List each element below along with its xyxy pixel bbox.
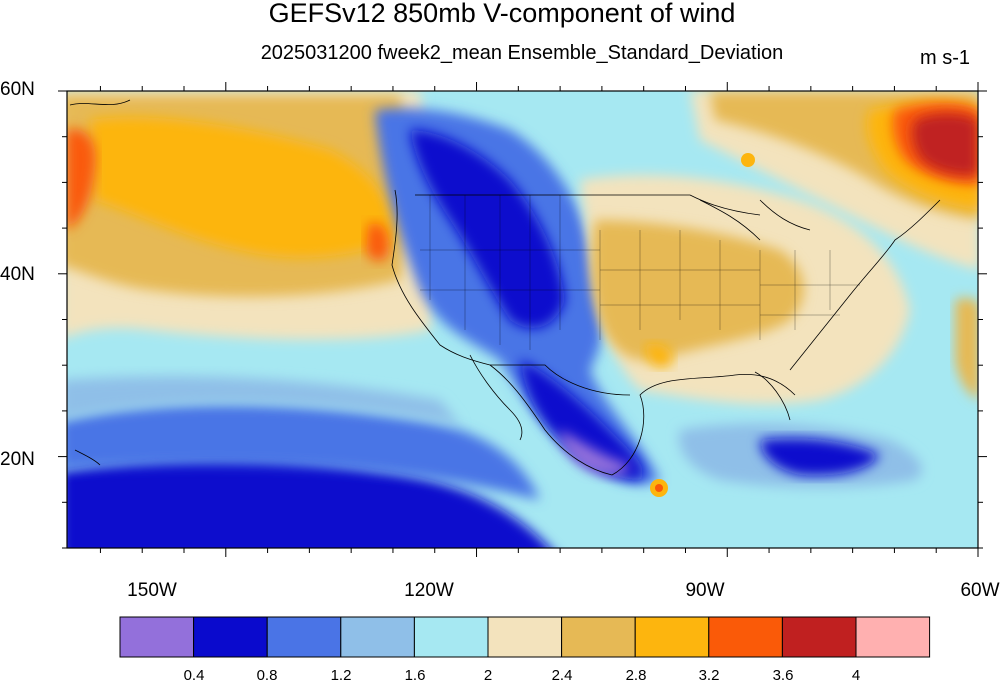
baja-coast <box>469 354 523 441</box>
field-pacific-orange <box>90 117 395 258</box>
field-caribbean-dark-blue <box>760 438 880 476</box>
field-baja-purple <box>560 430 630 476</box>
units-label: m s-1 <box>920 47 970 69</box>
us-canada-border <box>415 194 761 216</box>
colorbar-swatch <box>708 616 783 658</box>
colorbar-swatch <box>119 616 195 658</box>
state-borders <box>420 195 860 350</box>
colorbar-label: 3.6 <box>772 667 794 684</box>
gulf-coast <box>611 374 796 476</box>
hawaii <box>74 449 101 466</box>
chart-title: GEFSv12 850mb V-component of wind <box>268 0 736 28</box>
field-atlantic-gold <box>955 298 978 399</box>
field-central-gold <box>591 220 804 361</box>
colorbar-label: 4 <box>851 667 861 684</box>
alaska-coast <box>69 99 131 106</box>
colorbar-swatch <box>855 616 931 658</box>
florida <box>754 371 791 421</box>
colorbar-swatch <box>413 616 489 658</box>
field-baja-dark-blue <box>520 360 644 480</box>
us-mexico-border <box>490 364 631 396</box>
colorbar-swatch <box>340 616 415 658</box>
colorbar-swatch <box>193 616 268 658</box>
lat-label-40n: 40N <box>0 264 35 285</box>
field-coast-red-orange <box>366 223 389 262</box>
coastlines <box>69 99 941 476</box>
contour-field <box>67 91 978 548</box>
field-pacific-red-orange <box>67 129 96 230</box>
colorbar-label: 2 <box>483 667 493 684</box>
lon-label-120w: 120W <box>404 580 454 601</box>
colorbar-label: 0.8 <box>256 667 278 684</box>
colorbar-label: 2.4 <box>551 667 573 684</box>
state-lines-east <box>759 250 860 340</box>
colorbar-swatch <box>634 616 710 658</box>
colorbar-label: 1.2 <box>330 667 352 684</box>
colorbar-label: 0.4 <box>183 667 205 684</box>
colorbar-swatch <box>487 616 563 658</box>
state-lines-west <box>420 195 600 350</box>
colorbar-swatch <box>266 616 342 658</box>
west-coast <box>391 189 613 476</box>
field-rockies-dark-blue <box>410 130 565 329</box>
field-hudson-orange <box>741 153 755 167</box>
state-lines-central <box>599 230 760 340</box>
colorbar-label: 2.8 <box>625 667 647 684</box>
lon-label-90w: 90W <box>685 580 725 601</box>
lat-label-20n: 20N <box>0 449 35 470</box>
lat-label-60n: 60N <box>0 79 35 100</box>
axis-ticks <box>58 82 987 557</box>
chart-subtitle: 2025031200 fweek2_mean Ensemble_Standard… <box>260 42 784 64</box>
field-south-dark-blue <box>67 456 550 548</box>
field-texas-orange <box>645 343 673 368</box>
colorbar-label: 3.2 <box>698 667 720 684</box>
colorbar-swatch <box>561 616 636 658</box>
field-mexico-hotspot-core <box>655 484 663 492</box>
lon-label-150w: 150W <box>127 580 177 601</box>
field-south-light-blue <box>67 376 460 425</box>
east-coast <box>789 199 941 371</box>
field-northeast-red <box>912 113 978 176</box>
great-lakes <box>699 199 811 241</box>
field-south-medium-blue <box>67 403 540 500</box>
colorbar-swatch <box>781 616 857 658</box>
lon-label-60w: 60W <box>960 580 1000 601</box>
colorbar-label: 1.6 <box>404 667 426 684</box>
